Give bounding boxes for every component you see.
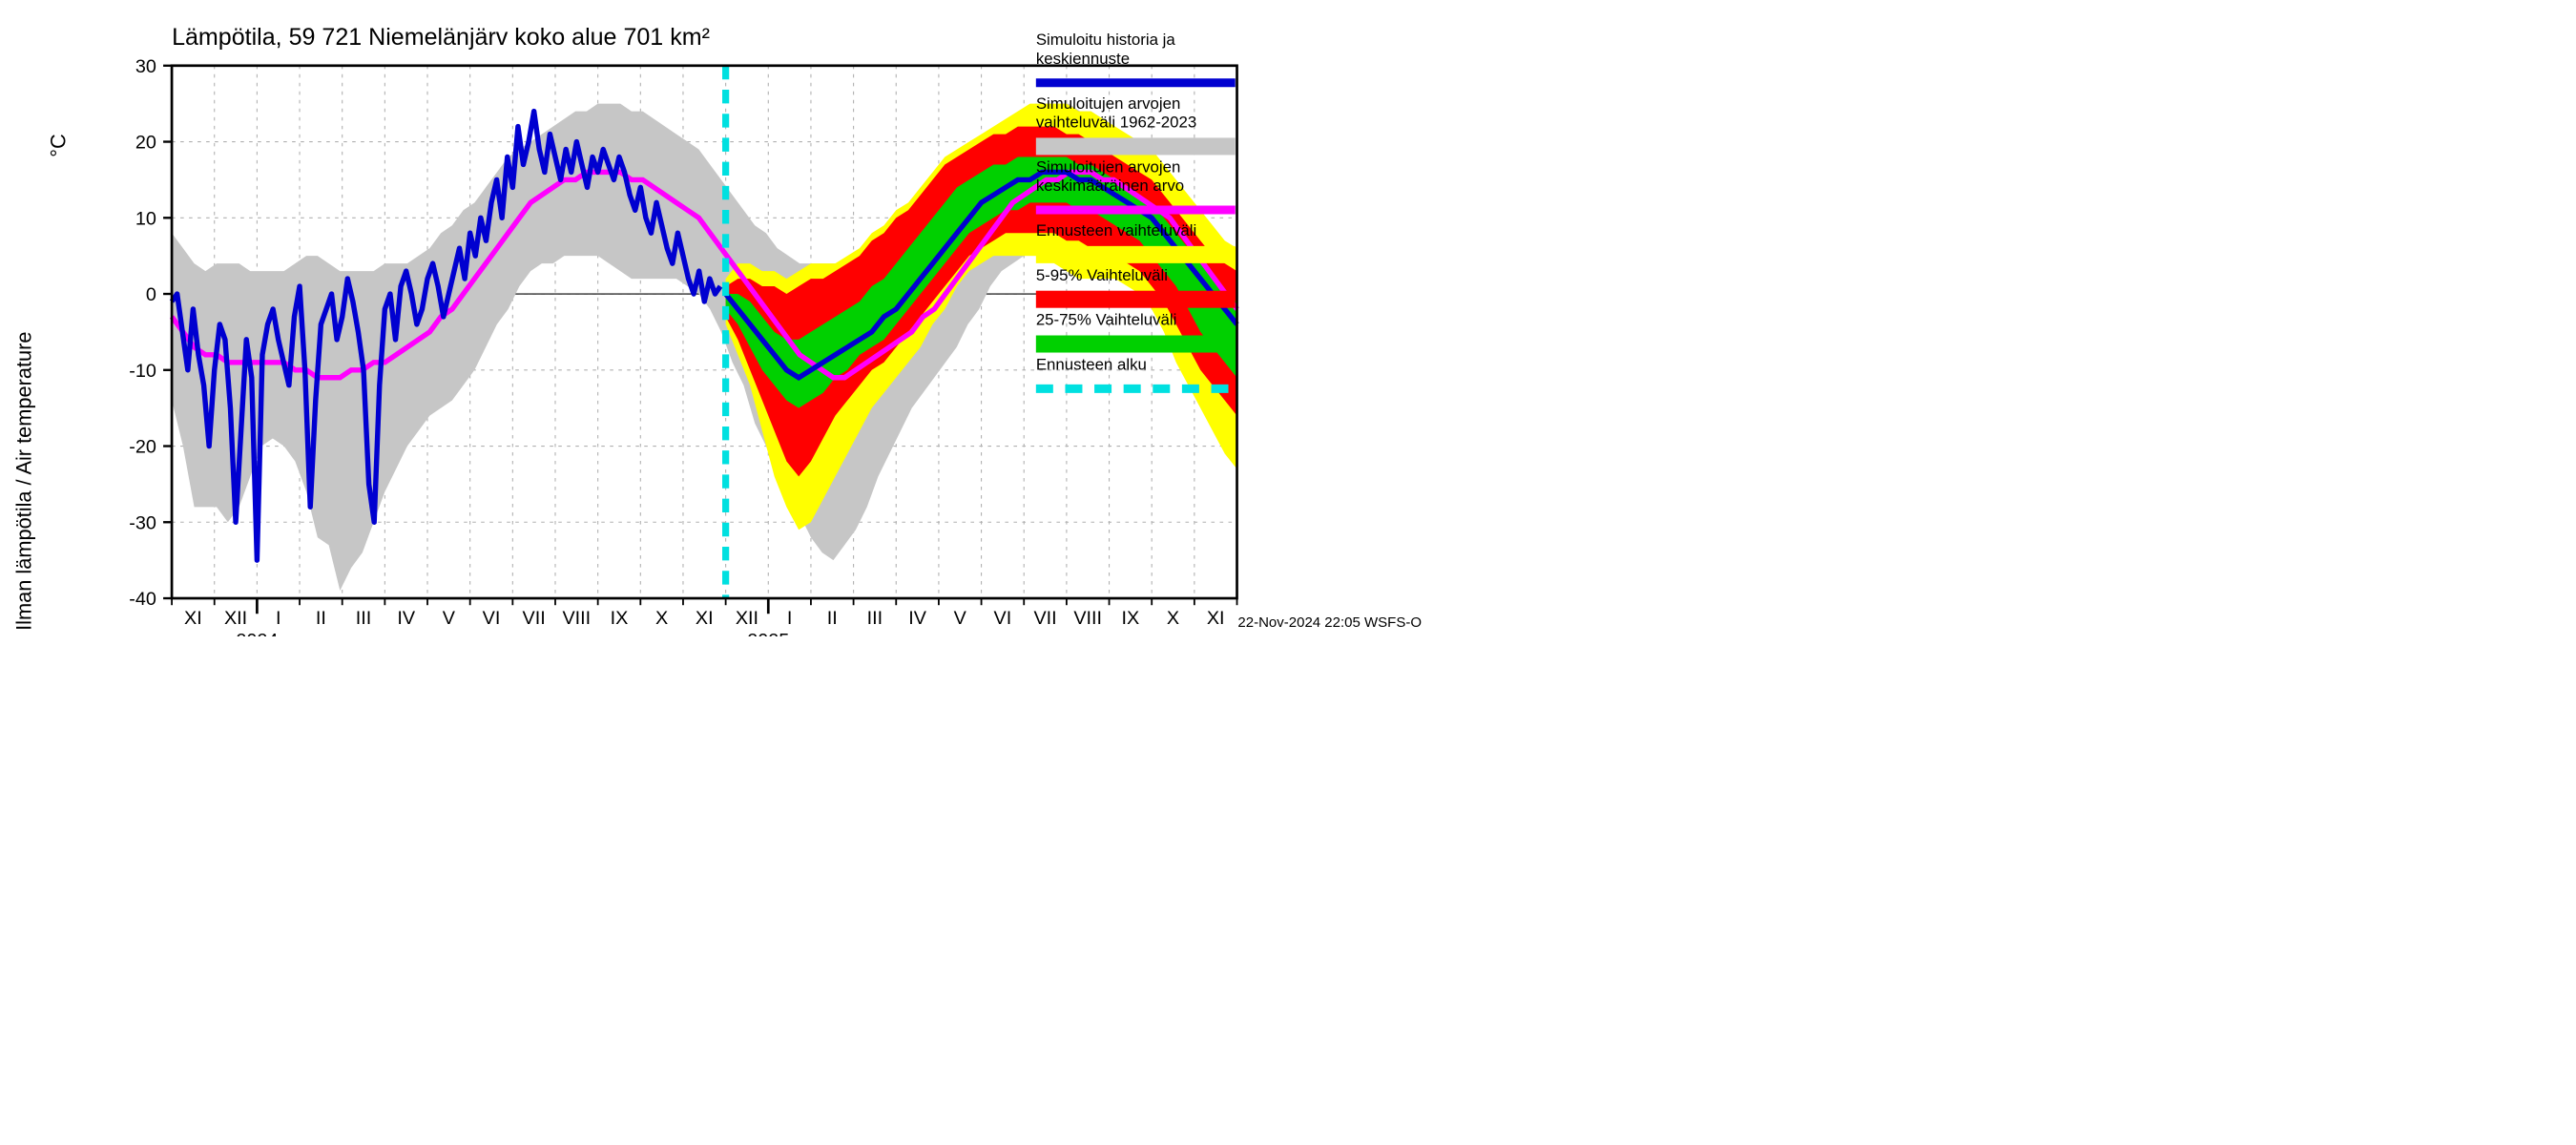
svg-text:2024: 2024 (236, 630, 278, 636)
svg-text:XII: XII (224, 608, 247, 629)
svg-text:III: III (867, 608, 883, 629)
svg-text:IV: IV (908, 608, 927, 629)
svg-text:II: II (316, 608, 326, 629)
svg-text:I: I (276, 608, 281, 629)
temperature-chart: -40-30-20-100102030XIXIIIIIIIIIVVVIVIIVI… (0, 0, 1431, 636)
svg-text:X: X (655, 608, 668, 629)
svg-text:20: 20 (135, 133, 156, 154)
svg-text:Ennusteen alku: Ennusteen alku (1036, 356, 1147, 374)
svg-text:XII: XII (736, 608, 758, 629)
svg-text:5-95% Vaihteluväli: 5-95% Vaihteluväli (1036, 266, 1168, 284)
svg-text:Simuloitujen arvojen: Simuloitujen arvojen (1036, 157, 1181, 176)
svg-text:2025: 2025 (747, 630, 789, 636)
svg-text:0: 0 (146, 284, 156, 305)
svg-text:Simuloitujen arvojen: Simuloitujen arvojen (1036, 94, 1181, 113)
svg-text:Ennusteen vaihteluväli: Ennusteen vaihteluväli (1036, 221, 1196, 239)
svg-text:10: 10 (135, 208, 156, 229)
svg-text:vaihteluväli 1962-2023: vaihteluväli 1962-2023 (1036, 114, 1196, 132)
svg-text:VIII: VIII (1073, 608, 1102, 629)
svg-text:I: I (787, 608, 793, 629)
svg-text:XI: XI (696, 608, 714, 629)
svg-text:keskimääräinen arvo: keskimääräinen arvo (1036, 177, 1184, 195)
svg-text:V: V (954, 608, 967, 629)
svg-text:°C: °C (46, 134, 70, 156)
svg-text:-20: -20 (129, 437, 156, 458)
svg-text:Lämpötila, 59 721 Niemelänjärv: Lämpötila, 59 721 Niemelänjärv koko alue… (172, 24, 710, 51)
svg-text:XI: XI (1207, 608, 1225, 629)
chart-container: -40-30-20-100102030XIXIIIIIIIIIVVVIVIIVI… (0, 0, 1431, 636)
svg-text:keskiennuste: keskiennuste (1036, 50, 1130, 68)
svg-text:VII: VII (1033, 608, 1056, 629)
svg-text:IX: IX (1122, 608, 1140, 629)
svg-text:-30: -30 (129, 512, 156, 533)
svg-text:III: III (356, 608, 372, 629)
svg-text:IV: IV (397, 608, 416, 629)
svg-text:X: X (1167, 608, 1179, 629)
svg-text:VI: VI (483, 608, 501, 629)
svg-text:XI: XI (184, 608, 202, 629)
svg-text:Ilman lämpötila / Air temperat: Ilman lämpötila / Air temperature (11, 332, 35, 631)
svg-text:30: 30 (135, 56, 156, 77)
svg-text:-40: -40 (129, 589, 156, 610)
footer-timestamp: 22-Nov-2024 22:05 WSFS-O (1237, 614, 1422, 631)
svg-text:Simuloitu historia ja: Simuloitu historia ja (1036, 31, 1176, 49)
svg-text:II: II (827, 608, 838, 629)
svg-text:IX: IX (611, 608, 629, 629)
svg-text:VI: VI (994, 608, 1012, 629)
svg-text:VIII: VIII (562, 608, 591, 629)
svg-text:V: V (443, 608, 456, 629)
svg-text:-10: -10 (129, 361, 156, 382)
svg-text:25-75% Vaihteluväli: 25-75% Vaihteluväli (1036, 311, 1177, 329)
svg-text:VII: VII (523, 608, 546, 629)
